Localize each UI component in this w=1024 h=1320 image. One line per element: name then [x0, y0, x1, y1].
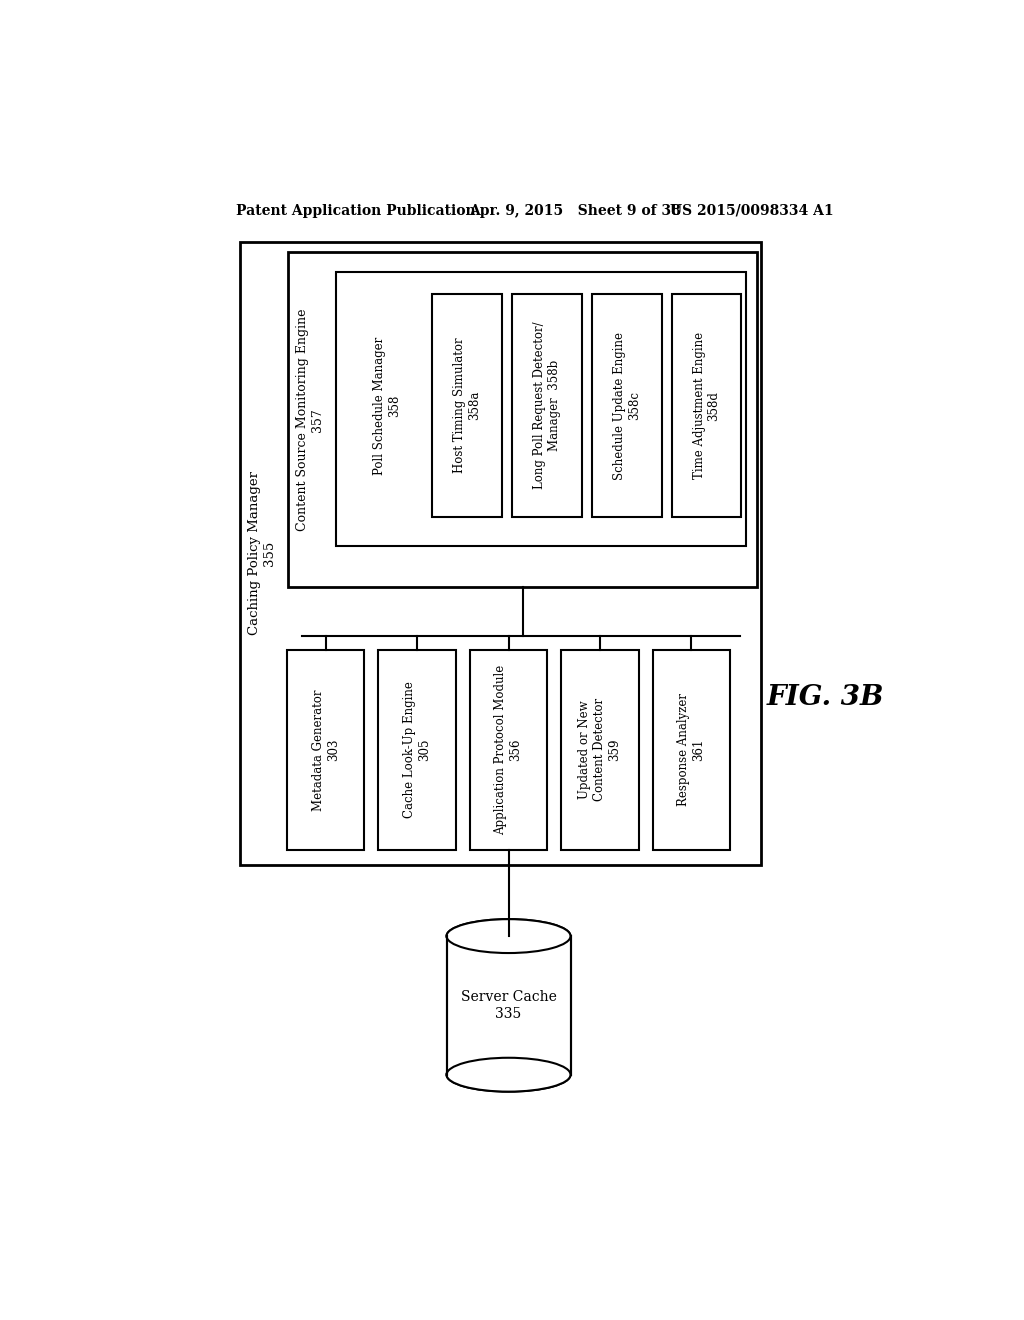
Bar: [512, 294, 582, 517]
Ellipse shape: [446, 1057, 570, 1092]
Text: Updated or New
Content Detector
359: Updated or New Content Detector 359: [579, 698, 622, 801]
Bar: [287, 649, 365, 850]
Ellipse shape: [446, 919, 570, 953]
Bar: [432, 294, 502, 517]
Bar: [652, 649, 730, 850]
Text: Patent Application Publication: Patent Application Publication: [237, 203, 476, 218]
Bar: [241, 242, 761, 866]
Text: Poll Schedule Manager
358: Poll Schedule Manager 358: [373, 337, 401, 475]
Text: Schedule Update Engine
358c: Schedule Update Engine 358c: [612, 331, 641, 479]
Bar: [672, 294, 741, 517]
Text: FIG. 3B: FIG. 3B: [767, 684, 885, 711]
Text: Long Poll Request Detector/
Manager  358b: Long Poll Request Detector/ Manager 358b: [532, 322, 561, 490]
Bar: [592, 294, 662, 517]
Bar: [289, 252, 758, 587]
Ellipse shape: [446, 1057, 570, 1092]
Text: Response Analyzer
361: Response Analyzer 361: [678, 693, 706, 807]
Text: Metadata Generator
303: Metadata Generator 303: [311, 689, 340, 810]
Text: Content Source Monitoring Engine
357: Content Source Monitoring Engine 357: [296, 309, 325, 531]
Text: Cache Look-Up Engine
305: Cache Look-Up Engine 305: [403, 681, 431, 818]
Bar: [470, 649, 547, 850]
Bar: [378, 649, 456, 850]
Text: Host Timing Simulator
358a: Host Timing Simulator 358a: [453, 338, 481, 474]
Ellipse shape: [446, 919, 570, 953]
Text: Server Cache
335: Server Cache 335: [461, 990, 556, 1020]
Text: Application Protocol Module
356: Application Protocol Module 356: [495, 665, 522, 834]
Text: Caching Policy Manager
355: Caching Policy Manager 355: [248, 471, 276, 635]
Bar: [561, 649, 639, 850]
Text: Time Adjustment Engine
358d: Time Adjustment Engine 358d: [692, 333, 721, 479]
Text: Apr. 9, 2015   Sheet 9 of 38: Apr. 9, 2015 Sheet 9 of 38: [469, 203, 681, 218]
Bar: [446, 936, 570, 1074]
Bar: [336, 272, 746, 545]
Text: US 2015/0098334 A1: US 2015/0098334 A1: [671, 203, 835, 218]
